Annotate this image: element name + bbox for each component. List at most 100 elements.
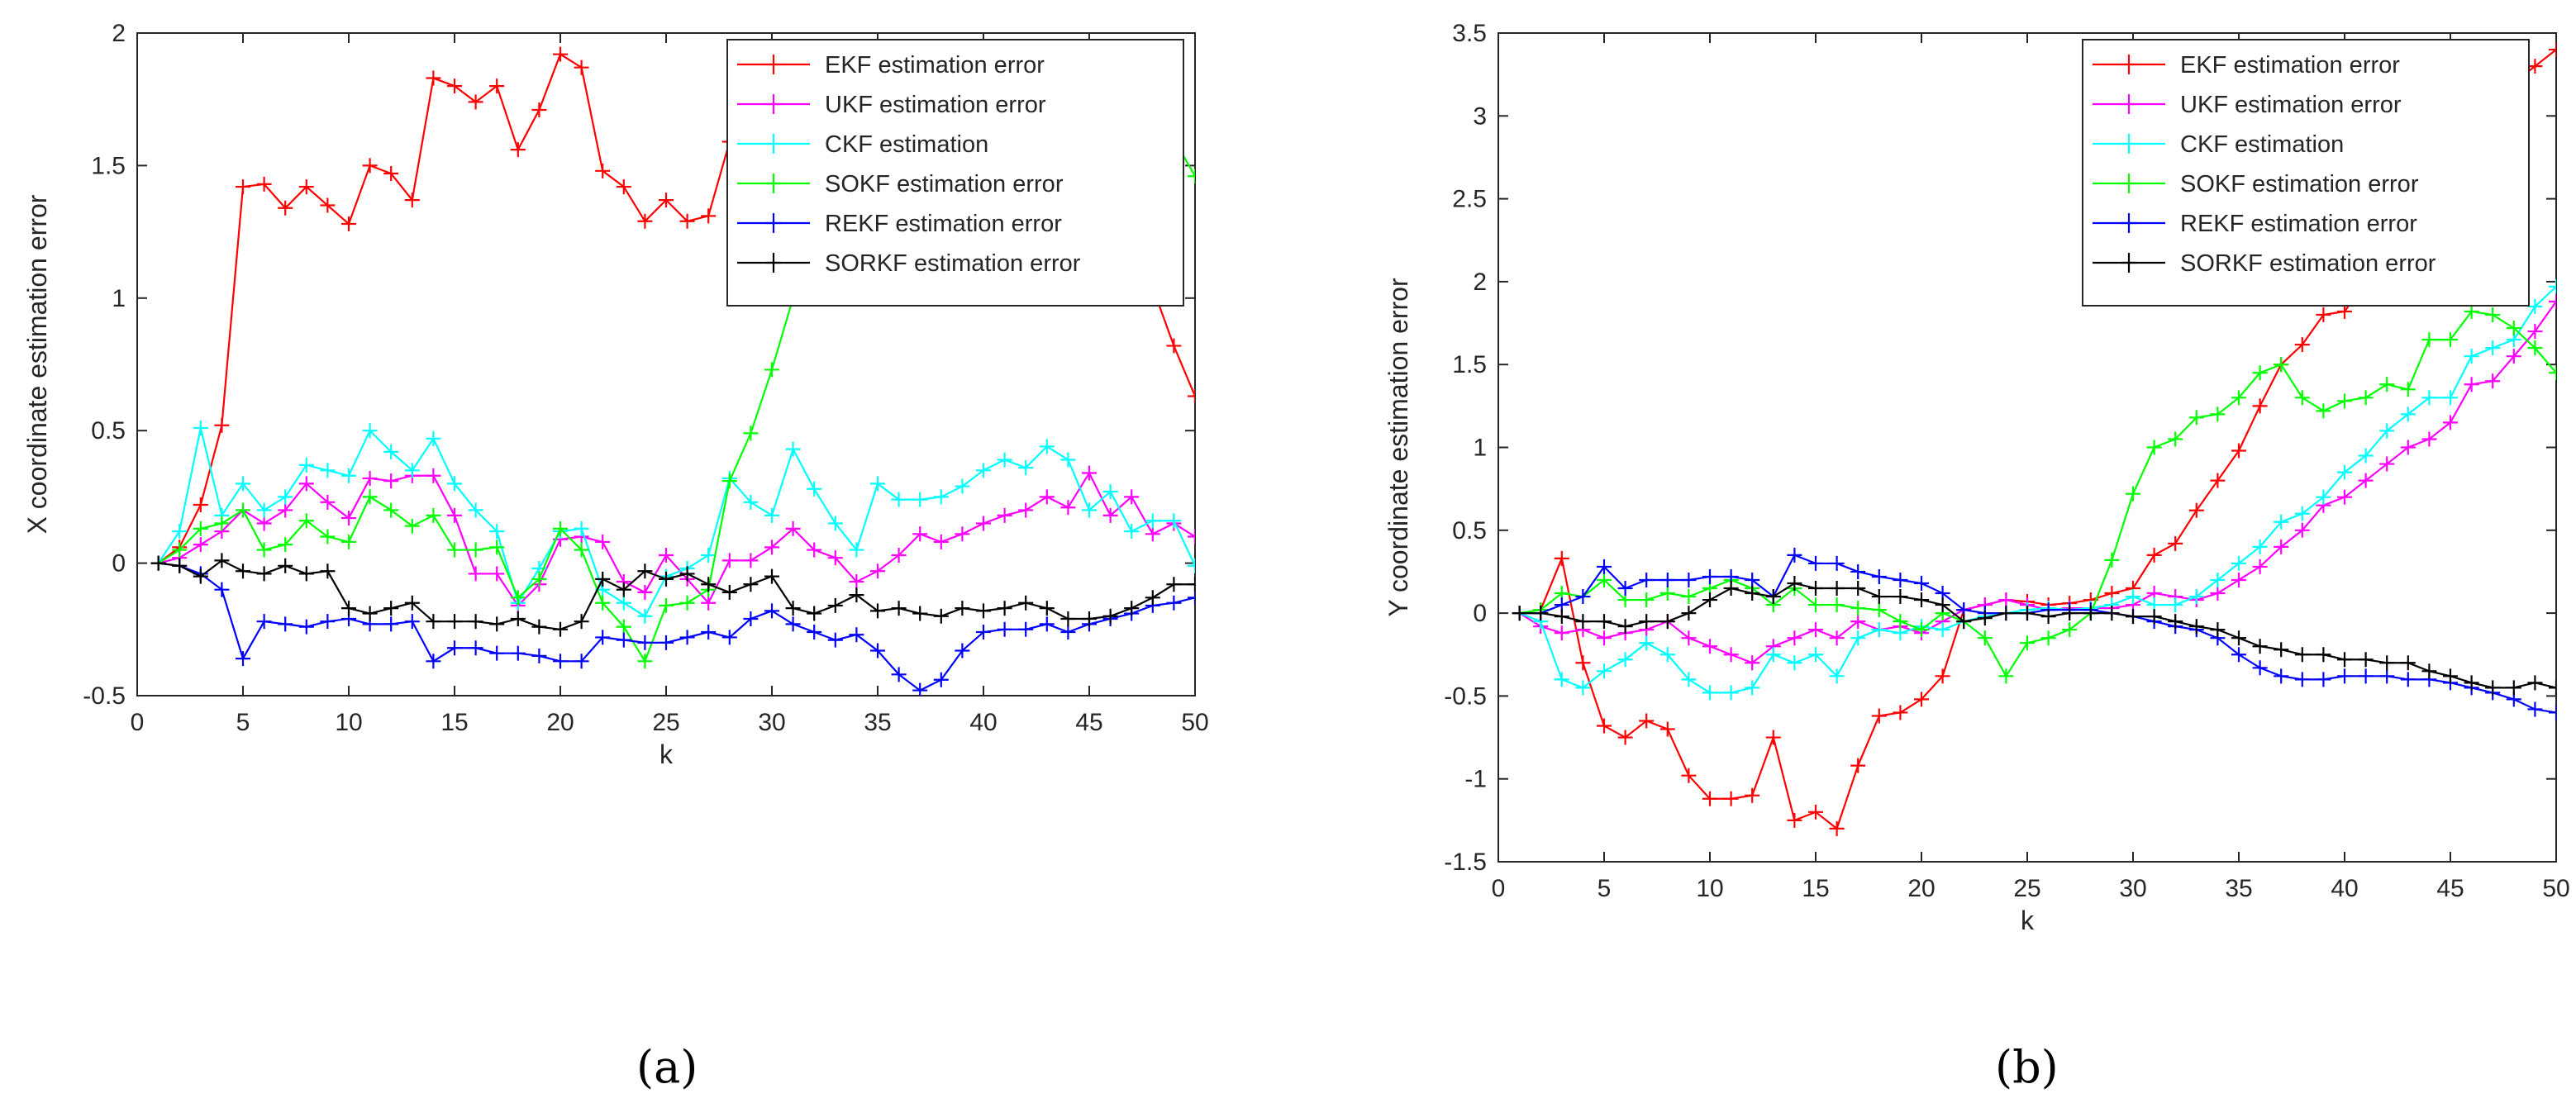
data-point-marker — [1723, 791, 1739, 806]
data-point-marker — [785, 616, 801, 632]
panel-label: (a) — [636, 1041, 698, 1093]
data-point-marker — [426, 654, 441, 669]
y-tick-label: -1.5 — [1444, 849, 1487, 876]
legend-label: CKF estimation — [825, 131, 988, 158]
data-point-marker — [616, 632, 631, 648]
x-tick-label: 15 — [440, 709, 468, 736]
data-point-marker — [256, 566, 272, 582]
data-point-marker — [2358, 448, 2374, 464]
data-point-marker — [2126, 486, 2140, 502]
data-point-marker — [1871, 602, 1887, 618]
data-point-marker — [1871, 589, 1887, 605]
x-tick-label: 30 — [758, 709, 785, 736]
data-point-marker — [2337, 668, 2352, 684]
data-point-marker — [870, 563, 885, 579]
data-point-marker — [721, 584, 737, 600]
legend-label: CKF estimation — [2180, 131, 2344, 158]
legend-entry: CKF estimation — [2093, 131, 2344, 158]
data-point-marker — [489, 616, 505, 632]
data-point-marker — [1787, 547, 1802, 563]
data-point-marker — [1554, 550, 1569, 566]
data-point-marker — [2549, 42, 2556, 58]
data-point-marker — [891, 601, 907, 616]
data-point-marker — [1765, 589, 1781, 605]
data-point-marker — [468, 640, 483, 656]
data-point-marker — [2400, 440, 2416, 455]
data-point-marker — [1102, 483, 1118, 499]
legend-entry: SOKF estimation error — [2093, 171, 2419, 197]
data-point-marker — [1914, 622, 1929, 638]
data-point-marker — [489, 78, 505, 94]
x-tick-label: 50 — [1181, 709, 1208, 736]
data-point-marker — [1188, 558, 1195, 573]
data-point-marker — [383, 444, 399, 459]
data-point-marker — [807, 481, 822, 497]
data-point-marker — [2294, 506, 2310, 521]
data-point-marker — [2337, 652, 2352, 668]
data-point-marker — [1871, 568, 1887, 584]
data-point-marker — [1617, 619, 1633, 635]
data-point-marker — [1893, 572, 1908, 587]
data-point-marker — [278, 502, 293, 518]
data-point-marker — [721, 473, 737, 489]
data-point-marker — [553, 46, 568, 62]
data-point-marker — [933, 608, 949, 624]
data-point-marker — [807, 606, 822, 621]
data-point-marker — [595, 595, 611, 611]
data-point-marker — [172, 524, 188, 540]
data-point-marker — [721, 630, 737, 645]
data-point-marker — [1871, 622, 1887, 638]
data-point-marker — [2146, 440, 2162, 455]
data-point-marker — [743, 611, 759, 626]
data-point-marker — [2294, 672, 2310, 687]
y-tick-label: 3 — [1473, 102, 1487, 130]
data-point-marker — [1723, 581, 1739, 597]
data-point-marker — [278, 616, 293, 632]
data-point-marker — [2188, 410, 2204, 426]
data-point-marker — [870, 476, 885, 492]
data-point-marker — [2316, 489, 2331, 505]
data-point-marker — [2527, 298, 2543, 314]
data-point-marker — [1935, 668, 1950, 684]
data-point-marker — [1765, 647, 1781, 663]
data-point-marker — [2337, 489, 2352, 505]
data-point-marker — [997, 507, 1012, 523]
data-point-marker — [1745, 680, 1760, 696]
data-point-marker — [637, 584, 653, 600]
data-point-marker — [1787, 655, 1802, 671]
data-point-marker — [1745, 655, 1760, 671]
y-tick-label: 3.5 — [1452, 20, 1487, 47]
data-point-marker — [595, 534, 611, 549]
data-point-marker — [2168, 597, 2183, 613]
data-point-marker — [298, 566, 314, 582]
data-point-marker — [278, 489, 293, 505]
data-point-marker — [1723, 647, 1739, 663]
data-point-marker — [2549, 278, 2556, 294]
data-point-marker — [1082, 611, 1097, 626]
data-point-marker — [1188, 529, 1195, 544]
data-point-marker — [193, 521, 208, 536]
x-tick-label: 10 — [335, 709, 362, 736]
data-point-marker — [1829, 820, 1845, 836]
data-point-marker — [1808, 804, 1823, 820]
data-point-marker — [2485, 307, 2501, 323]
legend-entry: EKF estimation error — [2093, 52, 2400, 78]
legend-entry: SOKF estimation error — [737, 171, 1064, 197]
data-point-marker — [1039, 489, 1055, 505]
data-point-marker — [701, 625, 717, 640]
data-point-marker — [2443, 668, 2458, 684]
data-point-marker — [1060, 452, 1076, 468]
data-point-marker — [1554, 609, 1569, 625]
x-tick-label: 0 — [131, 709, 145, 736]
data-point-marker — [2231, 555, 2246, 571]
data-point-marker — [2062, 622, 2078, 638]
data-point-marker — [2231, 647, 2246, 663]
data-point-marker — [595, 571, 611, 587]
data-point-marker — [2252, 398, 2268, 414]
data-point-marker — [1082, 502, 1097, 518]
data-point-marker — [510, 590, 526, 606]
data-point-marker — [2126, 589, 2140, 605]
data-point-marker — [976, 603, 991, 619]
data-point-marker — [764, 603, 779, 619]
